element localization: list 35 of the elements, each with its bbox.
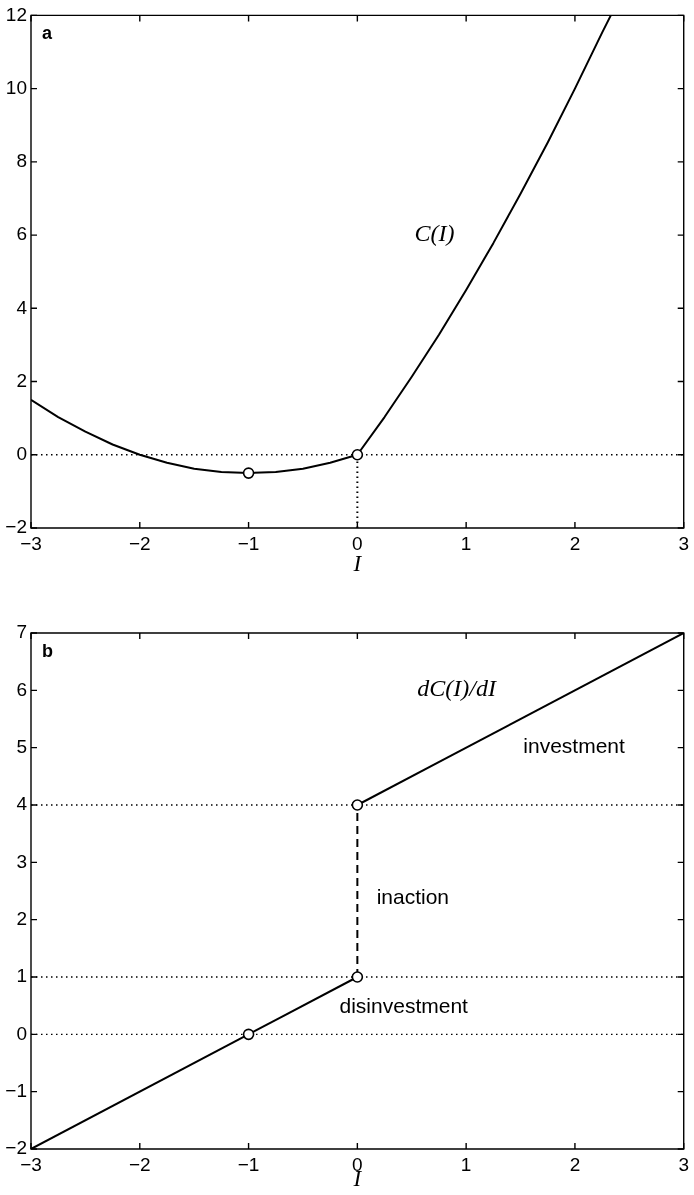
y-tick-label: 6 xyxy=(16,223,27,245)
x-axis-title: I xyxy=(352,551,363,577)
annotation: disinvestment xyxy=(339,993,469,1017)
y-tick-label: 7 xyxy=(16,621,27,643)
x-tick-label: −1 xyxy=(237,1153,260,1175)
y-tick-label: 1 xyxy=(16,965,27,987)
x-tick-label: 2 xyxy=(569,532,581,554)
chart-title: a xyxy=(42,23,53,44)
y-tick-label: 2 xyxy=(16,369,27,391)
y-tick-label: 0 xyxy=(16,443,27,465)
x-tick-label: 2 xyxy=(569,1153,581,1175)
chart-title: b xyxy=(42,640,53,661)
x-tick-label: −1 xyxy=(237,532,260,554)
x-tick-label: −2 xyxy=(128,532,151,554)
y-tick-label: 10 xyxy=(5,76,27,98)
x-tick-label: 0 xyxy=(352,532,363,554)
y-tick-label: 6 xyxy=(16,678,27,700)
x-tick-label: 3 xyxy=(678,1153,690,1175)
y-tick-label: 8 xyxy=(16,150,27,172)
y-tick-label: 4 xyxy=(16,793,28,815)
annotation: dC(I)/dI xyxy=(417,675,497,702)
y-tick-label: 3 xyxy=(16,850,27,872)
y-tick-label: 4 xyxy=(16,296,28,318)
y-tick-label: 0 xyxy=(16,1022,27,1044)
annotation: investment xyxy=(523,733,625,757)
y-tick-label: 5 xyxy=(16,735,27,757)
y-tick-label: 12 xyxy=(5,3,27,25)
x-tick-label: 1 xyxy=(460,1153,472,1175)
y-tick-label: 2 xyxy=(16,907,27,929)
x-tick-label: −2 xyxy=(128,1153,151,1175)
annotation: C(I) xyxy=(414,220,455,247)
x-tick-label: 1 xyxy=(460,532,472,554)
x-tick-label: 3 xyxy=(678,532,690,554)
annotation: inaction xyxy=(376,884,450,908)
y-tick-label: −1 xyxy=(5,1079,27,1101)
